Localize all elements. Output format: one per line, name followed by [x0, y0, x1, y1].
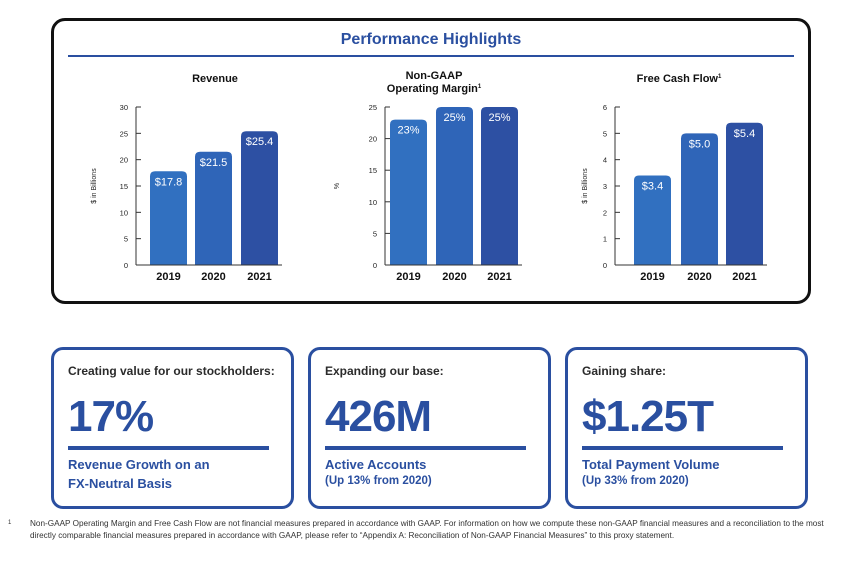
- y-tick-label: 3: [603, 182, 607, 191]
- y-tick-label: 10: [369, 198, 377, 207]
- y-tick-label: 15: [369, 166, 377, 175]
- card-caption-line2: (Up 13% from 2020): [325, 475, 432, 487]
- bar-2019: [390, 119, 427, 265]
- y-tick-label: 20: [120, 156, 128, 165]
- chart-title-superscript: 1: [718, 74, 722, 80]
- y-tick-label: 5: [373, 229, 377, 238]
- card-divider: [582, 446, 783, 450]
- bar-2020: [195, 151, 232, 265]
- bar-data-label: 25%: [488, 112, 510, 124]
- section-title: Performance Highlights: [340, 31, 522, 48]
- y-tick-label: 0: [124, 261, 128, 270]
- y-tick-label: 25: [120, 129, 128, 138]
- x-category-label: 2021: [732, 271, 756, 283]
- bar-data-label: $17.8: [155, 176, 183, 188]
- bar-data-label: $5.4: [734, 128, 755, 140]
- footnote-marker: 1: [8, 520, 12, 526]
- y-tick-label: 20: [369, 135, 377, 144]
- card-heading: Gaining share:: [582, 364, 667, 378]
- card-caption-line1: Active Accounts: [325, 457, 427, 472]
- card-metric: $1.25T: [582, 392, 714, 441]
- chart-title: Revenue: [192, 73, 238, 85]
- card-caption-line2: FX-Neutral Basis: [68, 476, 173, 491]
- card-caption-line1: Total Payment Volume: [582, 457, 720, 472]
- bar-2019: [150, 171, 187, 265]
- bar-2019: [634, 175, 671, 265]
- y-tick-label: 0: [603, 261, 607, 270]
- x-category-label: 2021: [487, 271, 511, 283]
- y-axis-label: %: [334, 183, 341, 189]
- x-category-label: 2019: [396, 271, 420, 283]
- y-axis-label: $ in Billions: [582, 168, 589, 204]
- y-tick-label: 1: [603, 235, 607, 244]
- x-category-label: 2019: [640, 271, 664, 283]
- card-heading: Expanding our base:: [325, 364, 444, 378]
- bar-2021: [241, 131, 278, 265]
- chart-title-line2: Operating Margin1: [387, 83, 482, 95]
- x-category-label: 2021: [247, 271, 271, 283]
- card-caption-line2: (Up 33% from 2020): [582, 475, 689, 487]
- card-stockholder-value: Creating value for our stockholders: 17%…: [51, 347, 294, 509]
- card-caption-line1: Revenue Growth on an: [68, 457, 210, 472]
- footnote-text: Non-GAAP Operating Margin and Free Cash …: [30, 519, 824, 540]
- bar-2021: [481, 107, 518, 265]
- card-metric: 426M: [325, 392, 432, 441]
- card-divider: [68, 446, 269, 450]
- y-tick-label: 2: [603, 208, 607, 217]
- y-tick-label: 5: [124, 235, 128, 244]
- chart-title: Non-GAAP: [406, 70, 463, 82]
- y-tick-label: 25: [369, 103, 377, 112]
- y-tick-label: 10: [120, 208, 128, 217]
- bar-data-label: $21.5: [200, 157, 228, 169]
- y-tick-label: 4: [603, 156, 607, 165]
- bar-data-label: $5.0: [689, 138, 710, 150]
- chart-title-superscript: 1: [478, 84, 482, 90]
- title-divider: [68, 55, 794, 57]
- bar-data-label: 25%: [443, 112, 465, 124]
- card-expanding-base: Expanding our base: 426M Active Accounts…: [308, 347, 551, 509]
- y-tick-label: 0: [373, 261, 377, 270]
- bar-2021: [726, 122, 763, 265]
- chart-title: Free Cash Flow1: [637, 73, 722, 85]
- y-tick-label: 5: [603, 129, 607, 138]
- bar-data-label: $3.4: [642, 180, 663, 192]
- card-gaining-share: Gaining share: $1.25T Total Payment Volu…: [565, 347, 808, 509]
- x-category-label: 2019: [156, 271, 180, 283]
- y-tick-label: 30: [120, 103, 128, 112]
- card-divider: [325, 446, 526, 450]
- card-metric: 17%: [68, 392, 154, 441]
- x-category-label: 2020: [442, 271, 466, 283]
- y-axis-label: $ in Billions: [91, 168, 98, 204]
- bar-data-label: 23%: [397, 125, 419, 137]
- bar-data-label: $25.4: [246, 136, 274, 148]
- y-tick-label: 15: [120, 182, 128, 191]
- bar-2020: [436, 107, 473, 265]
- performance-highlights-panel: Performance Highlights Revenue 0 5 10 15 20 25…: [51, 18, 811, 304]
- card-heading: Creating value for our stockholders:: [68, 364, 275, 378]
- bar-2020: [681, 133, 718, 265]
- y-tick-label: 6: [603, 103, 607, 112]
- x-category-label: 2020: [687, 271, 711, 283]
- x-category-label: 2020: [201, 271, 225, 283]
